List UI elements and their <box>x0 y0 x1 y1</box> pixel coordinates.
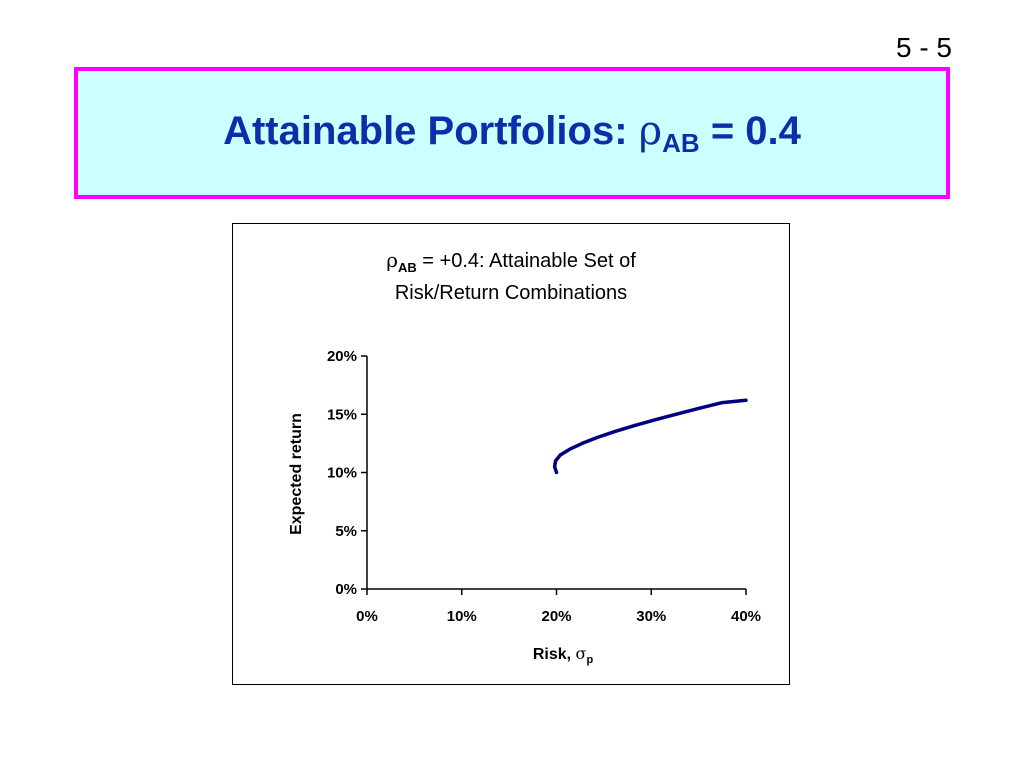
chart-title-subscript: AB <box>397 260 417 275</box>
x-axis-label-text: Risk, <box>533 646 576 663</box>
x-tick-label: 40% <box>731 608 761 625</box>
y-axis-label: Expected return <box>288 413 305 535</box>
chart-axes: 0% 5% 10% 15% 20% 0% 10% 20% 30% 40% <box>327 348 761 625</box>
chart-plot: 0% 5% 10% 15% 20% 0% 10% 20% 30% 40% Expected ret… <box>288 348 761 666</box>
y-tick-label: 15% <box>327 406 357 423</box>
y-tick-label: 10% <box>327 465 357 482</box>
x-tick-label: 30% <box>636 608 666 625</box>
chart-series-layer <box>552 398 748 475</box>
x-axis-label-subscript: p <box>586 654 593 666</box>
x-axis-label-sigma: σ <box>576 644 587 663</box>
chart-title-text: = +0.4: Attainable Set of <box>416 250 636 272</box>
x-tick-label: 10% <box>447 608 477 625</box>
y-tick-label: 20% <box>327 348 357 365</box>
y-tick-label: 5% <box>335 523 357 540</box>
title-banner: Attainable Portfolios: ρAB = 0.4 <box>74 67 950 199</box>
chart-title-line1: ρAB = +0.4: Attainable Set of <box>233 248 789 275</box>
x-tick-label: 20% <box>541 608 571 625</box>
slide-title-subscript: AB <box>662 127 700 158</box>
slide-title-rho-symbol: ρ <box>638 107 663 154</box>
chart-frame: ρAB = +0.4: Attainable Set of Risk/Retur… <box>232 223 790 685</box>
slide-title-text: Attainable Portfolios: <box>223 108 639 153</box>
slide-title-suffix: = 0.4 <box>699 108 801 153</box>
y-tick-label: 0% <box>335 581 357 598</box>
slide-title: Attainable Portfolios: ρAB = 0.4 <box>223 108 801 159</box>
x-tick-label: 0% <box>356 608 378 625</box>
chart-title-line2: Risk/Return Combinations <box>394 282 628 304</box>
x-axis-label: Risk, σp <box>533 644 594 666</box>
page-number: 5 - 5 <box>895 32 952 63</box>
series-line <box>552 398 748 475</box>
chart-title-rho-symbol: ρ <box>386 248 398 272</box>
